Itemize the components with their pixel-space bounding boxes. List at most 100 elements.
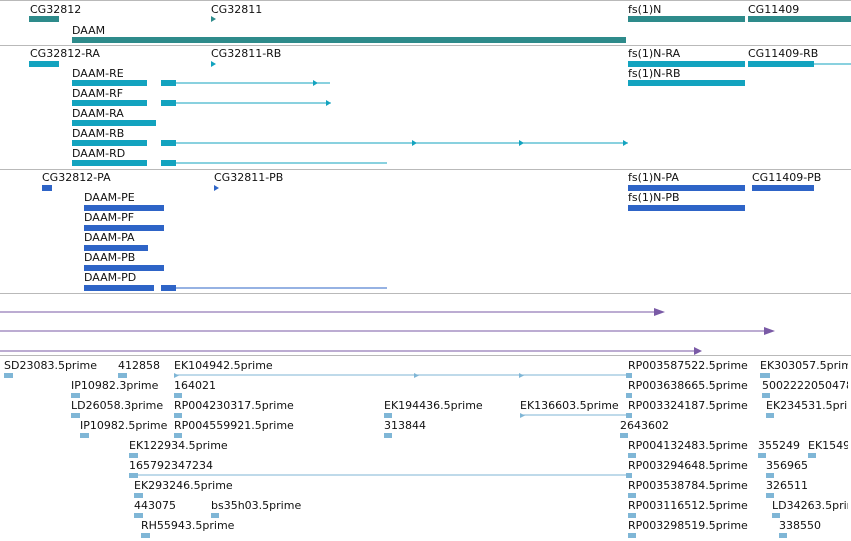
protein-DAAM-PA[interactable] (84, 245, 148, 251)
feature-label-est[interactable]: 165792347234 (129, 459, 213, 472)
est-feature[interactable] (129, 453, 138, 458)
est-feature[interactable] (628, 453, 636, 458)
feature-label-DAAM-RD[interactable]: DAAM-RD (72, 147, 126, 160)
feature-label-CG11409-PB[interactable]: CG11409-PB (752, 171, 822, 184)
protein-CG32812-PA[interactable] (42, 185, 52, 191)
feature-label-est[interactable]: 443075 (134, 499, 176, 512)
est-feature[interactable] (141, 533, 150, 538)
feature-label-est[interactable]: 164021 (174, 379, 216, 392)
gene-CG32812[interactable] (29, 16, 59, 22)
gene-fs1N[interactable] (628, 16, 745, 22)
transcript-fs1N-RA[interactable] (628, 61, 745, 67)
feature-label-est[interactable]: 338550 (779, 519, 821, 532)
est-feature[interactable] (384, 433, 392, 438)
feature-label-est[interactable]: LD26058.3prime (71, 399, 164, 412)
feature-label-est[interactable]: RH55943.5prime (141, 519, 235, 532)
gene-DAAM[interactable] (72, 37, 626, 43)
protein-fs1N-PA[interactable] (628, 185, 745, 191)
feature-label-DAAM-RB[interactable]: DAAM-RB (72, 127, 125, 140)
feature-label-est[interactable]: RP003324187.5prime (628, 399, 748, 412)
feature-label-est[interactable]: 355249 (758, 439, 800, 452)
est-feature[interactable] (772, 513, 780, 518)
feature-label-est[interactable]: IP10982.3prime (71, 379, 159, 392)
transcript-DAAM-RB-exon[interactable] (623, 140, 628, 146)
transcript-DAAM-RE-exon[interactable] (161, 80, 176, 86)
transcript-DAAM-RB-exon[interactable] (161, 140, 176, 146)
feature-label-CG32811-PB[interactable]: CG32811-PB (214, 171, 284, 184)
est-feature[interactable] (620, 433, 628, 438)
est-feature[interactable] (134, 513, 143, 518)
protein-DAAM-PF[interactable] (84, 225, 164, 231)
feature-label-est[interactable]: 5002222050478 (762, 379, 848, 392)
transcript-DAAM-RA[interactable] (72, 120, 156, 126)
feature-label-est[interactable]: EK122934.5prime (129, 439, 228, 452)
feature-label-CG32812-PA[interactable]: CG32812-PA (42, 171, 111, 184)
feature-label-est[interactable]: 2643602 (620, 419, 669, 432)
est-feature[interactable] (520, 413, 525, 418)
feature-label-est[interactable]: RP003538784.5prime (628, 479, 748, 492)
transcript-DAAM-RB-exon[interactable] (519, 140, 524, 146)
est-feature[interactable] (174, 413, 182, 418)
feature-label-est[interactable]: RP003294648.5prime (628, 459, 748, 472)
feature-label-fs1N-PA[interactable]: fs(1)N-PA (628, 171, 679, 184)
transcript-CG11409-RB[interactable] (748, 61, 814, 67)
feature-label-est[interactable]: EK1549 (808, 439, 848, 452)
est-feature[interactable] (211, 513, 219, 518)
feature-label-DAAM[interactable]: DAAM (72, 24, 106, 37)
transcript-DAAM-RF-exon[interactable] (161, 100, 176, 106)
feature-label-est[interactable]: RP003638665.5prime (628, 379, 748, 392)
transcript-DAAM-RF[interactable] (72, 100, 147, 106)
gene-CG11409[interactable] (748, 16, 851, 22)
feature-label-est[interactable]: RP003116512.5prime (628, 499, 748, 512)
est-feature[interactable] (414, 373, 419, 378)
feature-label-fs1N-PB[interactable]: fs(1)N-PB (628, 191, 680, 204)
feature-label-est[interactable]: IP10982.5prime (80, 419, 168, 432)
feature-label-est[interactable]: 313844 (384, 419, 426, 432)
est-feature[interactable] (71, 393, 80, 398)
protein-DAAM-PB[interactable] (84, 265, 164, 271)
est-feature[interactable] (174, 373, 179, 378)
est-feature[interactable] (766, 493, 774, 498)
est-feature[interactable] (134, 493, 143, 498)
feature-label-est[interactable]: EK104942.5prime (174, 359, 273, 372)
est-feature[interactable] (626, 393, 632, 398)
feature-label-est[interactable]: EK293246.5prime (134, 479, 233, 492)
feature-label-CG11409[interactable]: CG11409 (748, 3, 800, 16)
feature-label-DAAM-PE[interactable]: DAAM-PE (84, 191, 135, 204)
est-feature[interactable] (71, 413, 80, 418)
est-feature[interactable] (626, 473, 632, 478)
feature-label-DAAM-PB[interactable]: DAAM-PB (84, 251, 136, 264)
feature-label-est[interactable]: 356965 (766, 459, 808, 472)
est-feature[interactable] (628, 493, 636, 498)
feature-label-CG11409-RB[interactable]: CG11409-RB (748, 47, 819, 60)
feature-label-est[interactable]: EK234531.5prime (766, 399, 848, 412)
feature-label-est[interactable]: RP004132483.5prime (628, 439, 748, 452)
transcript-CG32811-RB[interactable] (211, 61, 216, 67)
feature-label-DAAM-PF[interactable]: DAAM-PF (84, 211, 135, 224)
feature-label-CG32812[interactable]: CG32812 (30, 3, 82, 16)
feature-label-fs1N-RB[interactable]: fs(1)N-RB (628, 67, 681, 80)
feature-label-est[interactable]: RP003298519.5prime (628, 519, 748, 532)
est-feature[interactable] (766, 473, 774, 478)
protein-CG32811-PB[interactable] (214, 185, 219, 191)
transcript-DAAM-RB[interactable] (72, 140, 147, 146)
est-feature[interactable] (384, 413, 392, 418)
feature-label-est[interactable]: RP004559921.5prime (174, 419, 294, 432)
protein-DAAM-PE[interactable] (84, 205, 164, 211)
est-feature[interactable] (808, 453, 816, 458)
est-feature[interactable] (762, 393, 770, 398)
transcript-DAAM-RF-exon[interactable] (326, 100, 331, 106)
feature-label-DAAM-PD[interactable]: DAAM-PD (84, 271, 137, 284)
feature-label-est[interactable]: 412858 (118, 359, 160, 372)
est-feature[interactable] (779, 533, 787, 538)
feature-label-fs1N[interactable]: fs(1)N (628, 3, 662, 16)
protein-CG11409-PB[interactable] (752, 185, 814, 191)
protein-fs1N-PB[interactable] (628, 205, 745, 211)
feature-label-est[interactable]: RP004230317.5prime (174, 399, 294, 412)
est-feature[interactable] (80, 433, 89, 438)
feature-label-est[interactable]: EK194436.5prime (384, 399, 483, 412)
est-feature[interactable] (628, 513, 636, 518)
est-feature[interactable] (174, 433, 182, 438)
est-feature[interactable] (766, 413, 774, 418)
